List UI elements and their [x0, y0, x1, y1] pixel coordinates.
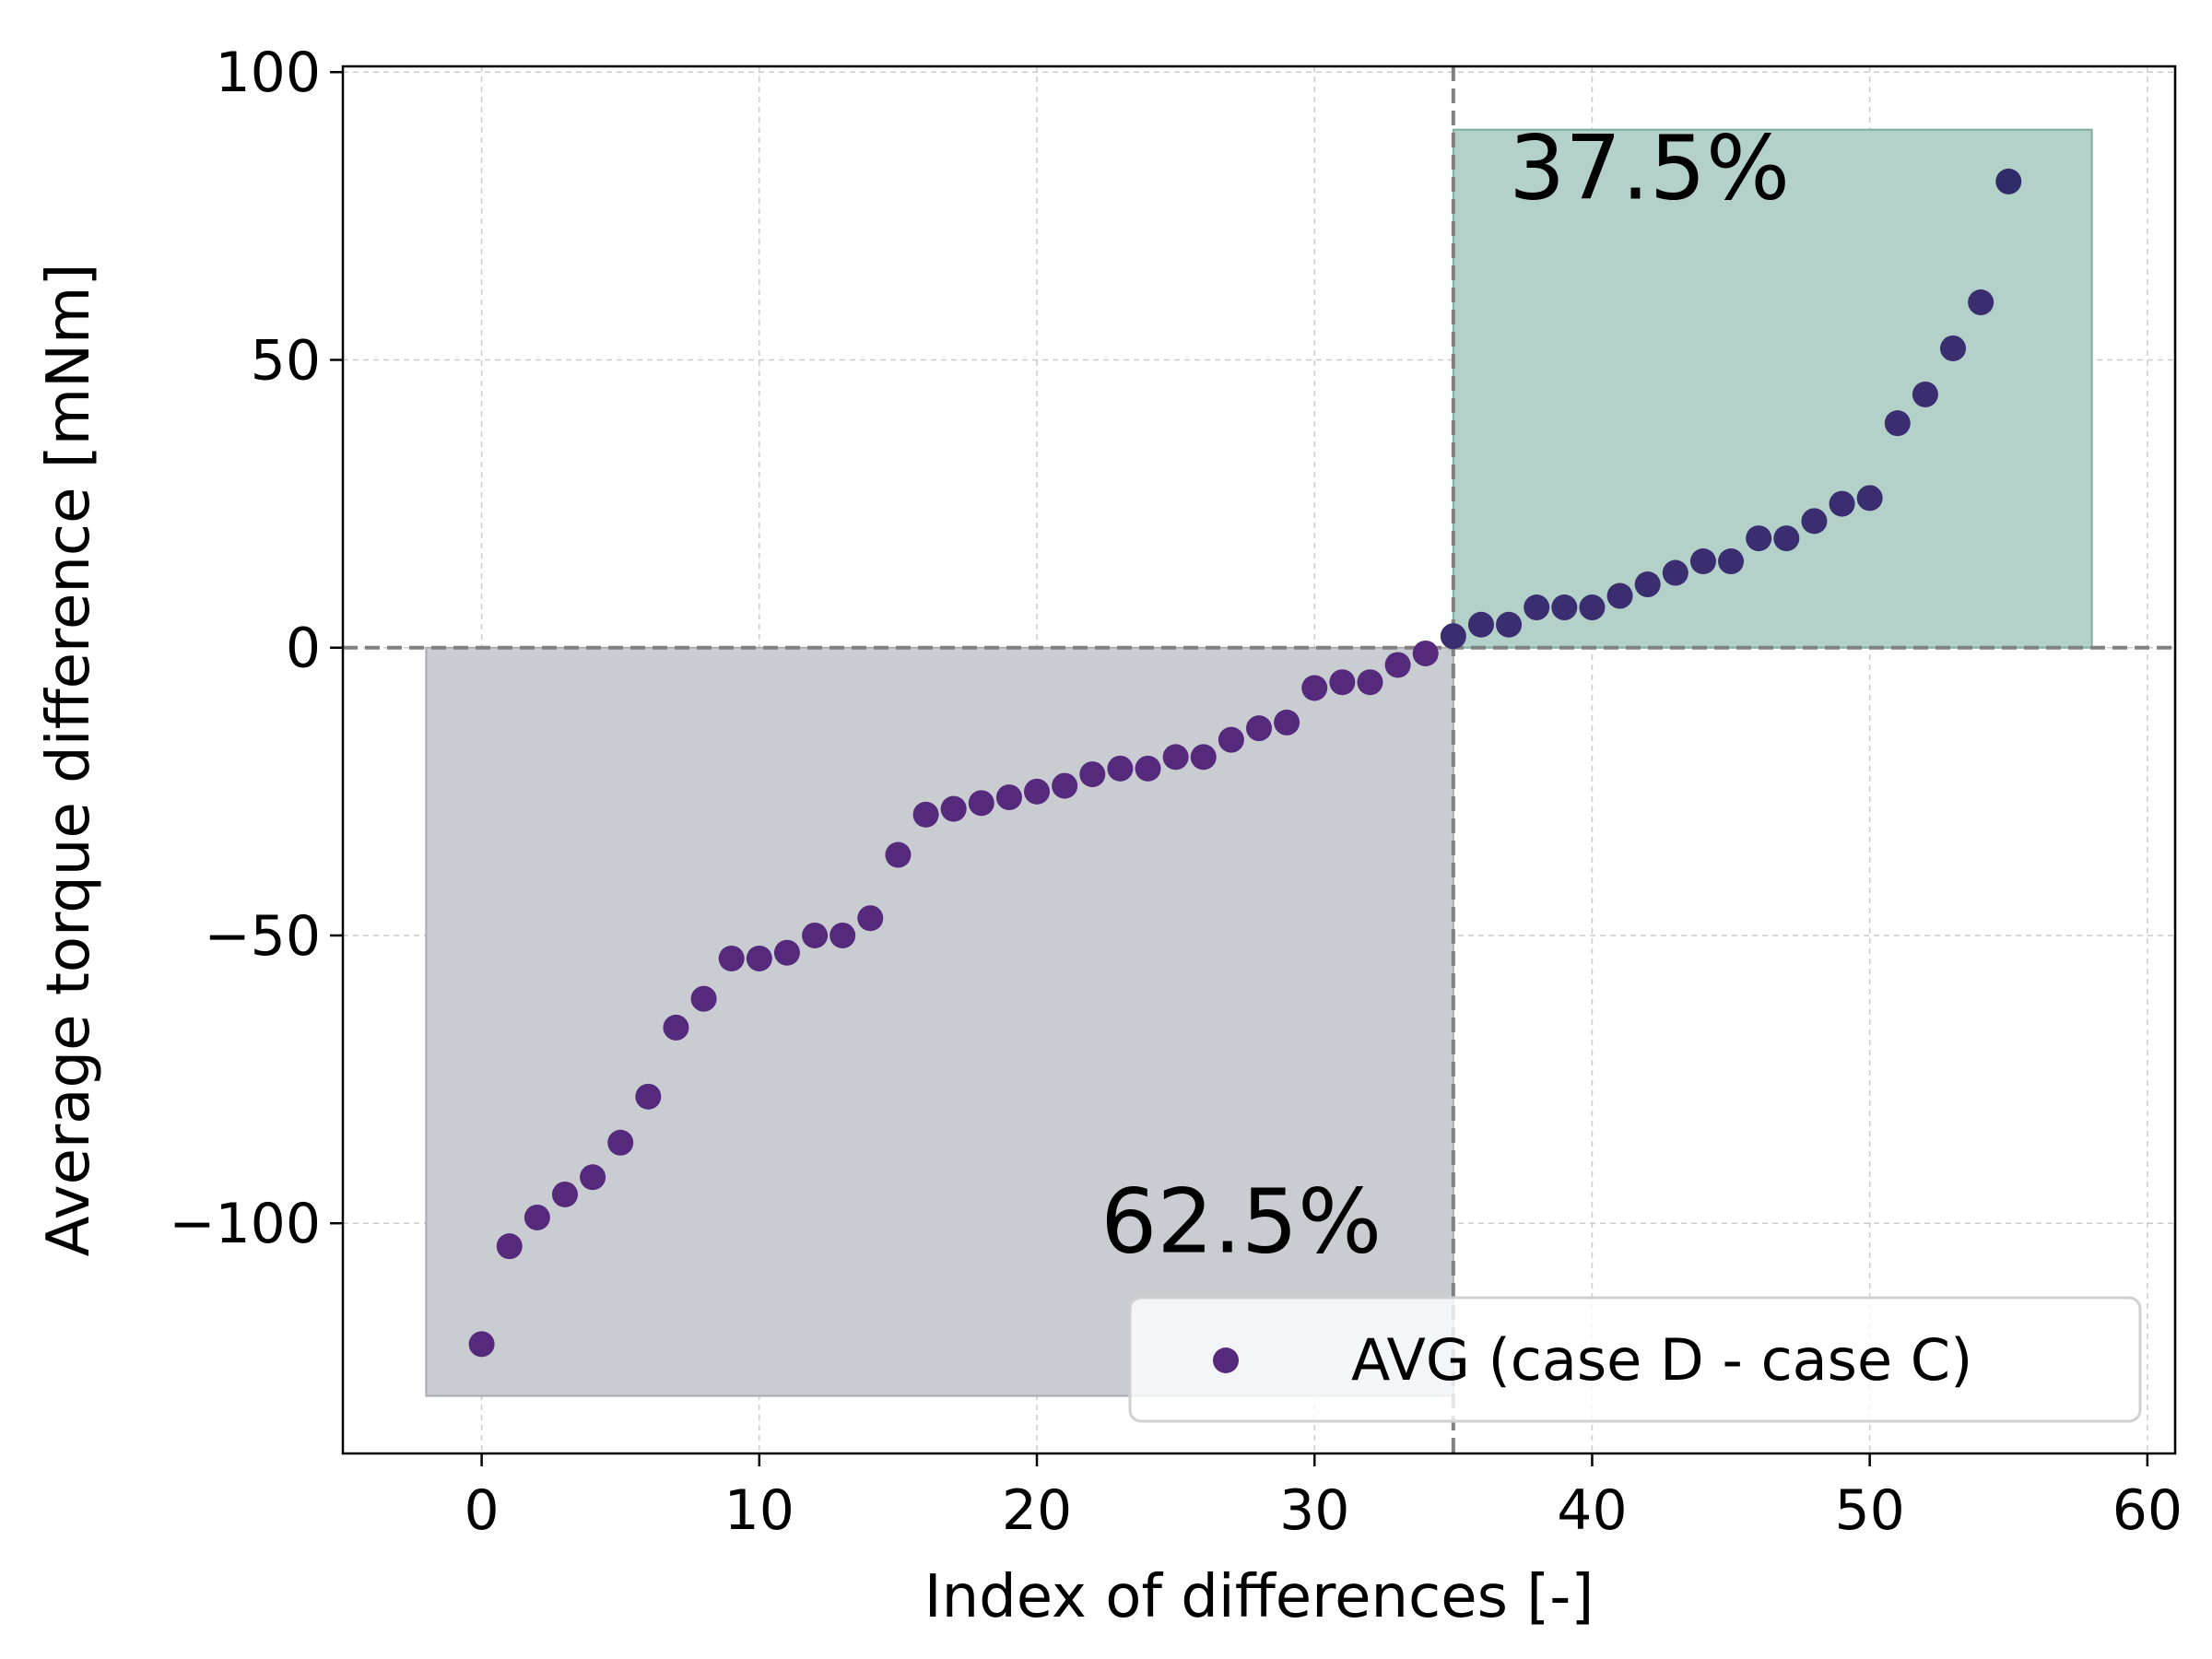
x-tick-label: 40 — [1557, 1478, 1627, 1543]
region-labels: 37.5% 62.5% — [1100, 117, 1790, 1274]
data-point — [1384, 652, 1411, 678]
data-point — [1052, 772, 1078, 799]
data-point — [1689, 548, 1716, 575]
x-tick-label: 50 — [1834, 1478, 1904, 1543]
data-point — [885, 841, 912, 868]
data-point — [968, 790, 994, 817]
data-point — [1968, 289, 1994, 316]
data-point — [1856, 485, 1883, 512]
legend-box — [1128, 1296, 2142, 1423]
data-point — [1801, 508, 1828, 535]
data-point — [1024, 778, 1051, 805]
data-point — [1884, 410, 1911, 437]
y-axis-title: Average torque difference [mNm] — [35, 264, 103, 1257]
data-point — [1940, 335, 1967, 361]
data-point — [1301, 675, 1328, 701]
data-point — [830, 922, 856, 948]
region-label-negative: 62.5% — [1100, 1170, 1382, 1273]
data-point — [1524, 594, 1550, 621]
data-point — [1190, 744, 1217, 771]
y-tick-label: −100 — [169, 1192, 321, 1256]
data-point — [746, 945, 772, 971]
data-point — [1634, 571, 1661, 598]
x-axis-title: Index of differences [-] — [924, 1563, 1594, 1631]
data-point — [1467, 611, 1494, 638]
data-point — [1773, 525, 1800, 552]
y-tick-label: 50 — [251, 328, 321, 393]
data-point — [1606, 582, 1633, 609]
data-point — [802, 922, 829, 948]
data-point — [773, 939, 800, 966]
data-point — [1995, 168, 2022, 194]
x-tick-label: 10 — [724, 1478, 794, 1543]
data-point — [1162, 744, 1189, 771]
data-point — [607, 1129, 634, 1156]
data-points — [468, 168, 2022, 1358]
data-point — [580, 1164, 606, 1191]
y-tick-label: −50 — [204, 904, 321, 969]
data-point — [1440, 623, 1466, 650]
data-point — [635, 1083, 662, 1110]
data-point — [1246, 715, 1272, 742]
axis-ticks: 0 10 20 30 40 50 60 100 50 0 −50 −100 — [169, 41, 2183, 1543]
data-point — [1912, 381, 1938, 407]
data-point — [995, 784, 1022, 811]
data-point — [1079, 761, 1106, 788]
x-tick-label: 60 — [2112, 1478, 2183, 1543]
data-point — [524, 1204, 550, 1230]
data-point — [1135, 755, 1161, 782]
data-point — [857, 905, 884, 932]
data-point — [1662, 559, 1688, 586]
data-point — [1357, 669, 1383, 696]
data-point — [468, 1331, 495, 1358]
data-point — [690, 985, 717, 1012]
data-point — [1107, 755, 1134, 782]
data-point — [912, 801, 939, 828]
legend: AVG (case D - case C) — [1128, 1296, 2142, 1423]
data-point — [663, 1014, 689, 1041]
shaded-regions — [425, 128, 2093, 1397]
data-point — [1579, 594, 1606, 621]
data-point — [940, 795, 967, 822]
x-tick-label: 20 — [1002, 1478, 1072, 1543]
region-negative — [425, 646, 1454, 1397]
data-point — [718, 945, 745, 971]
data-point — [1412, 640, 1439, 666]
y-tick-label: 0 — [286, 617, 321, 681]
legend-entry-label: AVG (case D - case C) — [1351, 1326, 1972, 1394]
region-label-positive: 37.5% — [1509, 117, 1790, 220]
data-point — [1718, 548, 1745, 575]
plot-frame — [341, 65, 2177, 1455]
data-point — [551, 1181, 578, 1207]
data-point — [1551, 594, 1578, 621]
data-point — [1829, 490, 1855, 517]
x-tick-label: 0 — [465, 1478, 500, 1543]
data-point — [1218, 726, 1244, 753]
data-point — [1329, 669, 1356, 696]
data-point — [1746, 525, 1772, 552]
x-tick-label: 30 — [1279, 1478, 1349, 1543]
data-point — [1274, 709, 1300, 735]
legend-marker — [1213, 1347, 1239, 1373]
data-point — [496, 1233, 523, 1260]
y-tick-label: 100 — [215, 41, 321, 105]
data-point — [1496, 611, 1523, 638]
reference-lines — [343, 66, 2175, 1453]
